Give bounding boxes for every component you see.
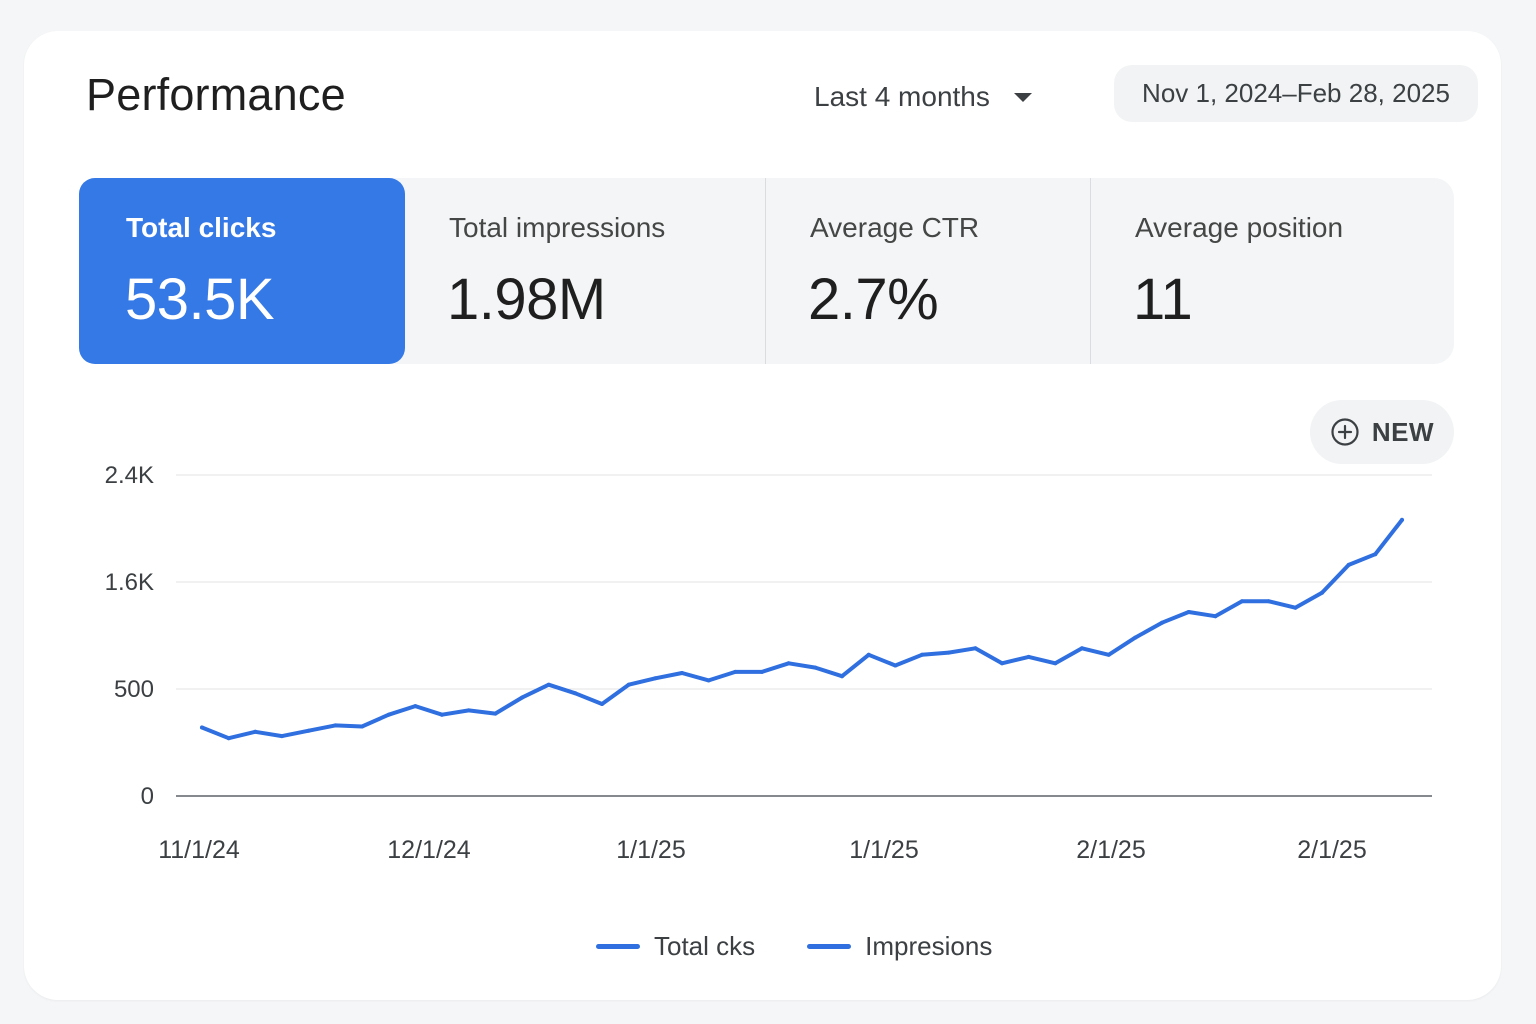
metric-label: Total clicks (126, 212, 277, 243)
data-point (226, 736, 231, 741)
data-point (1346, 562, 1351, 567)
data-point (1186, 610, 1191, 614)
metric-label: Total impressions (449, 212, 666, 243)
page-title: Performance (86, 69, 346, 120)
data-point (1266, 599, 1271, 604)
legend-swatch (596, 944, 640, 949)
data-point (413, 704, 418, 709)
data-point (760, 669, 764, 674)
data-point (786, 661, 791, 666)
date-range-dropdown-label: Last 4 months (814, 81, 990, 112)
x-tick-label: 1/1/25 (849, 836, 919, 864)
data-point (440, 712, 444, 717)
data-point (866, 652, 871, 657)
data-point (1160, 620, 1164, 625)
metric-value: 1.98M (447, 267, 606, 332)
data-point (653, 676, 658, 681)
data-point (813, 665, 818, 670)
data-point (920, 652, 924, 657)
data-point (1400, 517, 1404, 522)
metric-value: 53.5K (125, 267, 275, 332)
metrics-bar: Total clicks 53.5K Total impressions 1.9… (79, 178, 1454, 364)
data-point (1320, 590, 1324, 595)
y-tick-label: 1.6K (105, 569, 154, 596)
metric-card-average-ctr[interactable]: Average CTR 2.7% (765, 178, 1090, 364)
data-point (706, 678, 711, 683)
data-point (360, 724, 364, 729)
y-tick-label: 500 (114, 676, 154, 703)
data-point (1133, 635, 1138, 640)
legend-item-impressions[interactable]: Impresions (807, 931, 992, 962)
data-point (386, 712, 391, 717)
data-point (840, 674, 844, 679)
data-point (946, 650, 951, 655)
metric-label: Average CTR (810, 212, 980, 243)
data-point (1240, 599, 1244, 604)
data-point (1213, 614, 1218, 619)
data-point (893, 663, 898, 668)
data-point (1106, 652, 1111, 657)
x-tick-label: 2/1/25 (1297, 836, 1367, 864)
performance-card: Performance Last 4 months Nov 1, 2024–Fe… (24, 31, 1501, 1000)
metric-card-average-position[interactable]: Average position 11 (1090, 178, 1454, 364)
new-annotation-button[interactable]: NEW (1310, 400, 1454, 464)
series-line-total-clicks (200, 517, 1404, 741)
y-tick-label: 0 (141, 783, 154, 810)
data-point (1373, 552, 1378, 557)
data-point (573, 691, 578, 696)
data-point (1026, 654, 1031, 659)
data-point (493, 711, 498, 716)
data-point (280, 734, 284, 739)
metric-card-total-clicks[interactable]: Total clicks 53.5K (79, 178, 405, 364)
metric-value: 2.7% (808, 267, 939, 332)
performance-line-chart: 2.4K 1.6K 500 011/1/24 12/1/24 1/1/25 1/1/25 2/… (105, 462, 1432, 864)
plus-circle-icon (1331, 418, 1359, 446)
data-point (1080, 646, 1084, 651)
data-point (546, 682, 551, 687)
data-point (680, 671, 684, 675)
data-point (333, 723, 338, 728)
data-point (733, 669, 738, 674)
legend-label: Total cks (654, 931, 756, 961)
legend-swatch (807, 944, 852, 949)
data-point (200, 725, 204, 730)
data-point (1293, 605, 1298, 610)
data-point (626, 682, 631, 687)
data-point (520, 695, 524, 700)
new-button-label: NEW (1371, 416, 1435, 447)
metric-card-total-impressions[interactable]: Total impressions 1.98M (405, 178, 765, 364)
data-point (466, 708, 471, 713)
data-point (600, 702, 604, 706)
x-tick-label: 12/1/24 (387, 836, 471, 864)
data-point (306, 728, 311, 733)
data-point (253, 729, 258, 734)
chart-legend: Total cks Impresions (596, 931, 1044, 962)
legend-label: Impresions (865, 931, 993, 961)
x-tick-label: 2/1/25 (1076, 836, 1146, 864)
date-range-text: Nov 1, 2024–Feb 28, 2025 (1142, 78, 1450, 108)
x-tick-label: 11/1/24 (158, 836, 240, 864)
data-point (1053, 661, 1058, 666)
legend-item-total-clicks[interactable]: Total cks (596, 931, 755, 962)
caret-down-icon (1013, 92, 1032, 102)
metric-label: Average position (1135, 212, 1344, 243)
date-range-dropdown[interactable]: Last 4 months (814, 75, 1032, 119)
data-point (1000, 661, 1004, 666)
metric-value: 11 (1133, 267, 1193, 332)
date-range-chip[interactable]: Nov 1, 2024–Feb 28, 2025 (1114, 65, 1478, 122)
x-tick-label: 1/1/25 (616, 836, 686, 864)
y-tick-label: 2.4K (105, 462, 154, 489)
data-point (973, 646, 978, 651)
